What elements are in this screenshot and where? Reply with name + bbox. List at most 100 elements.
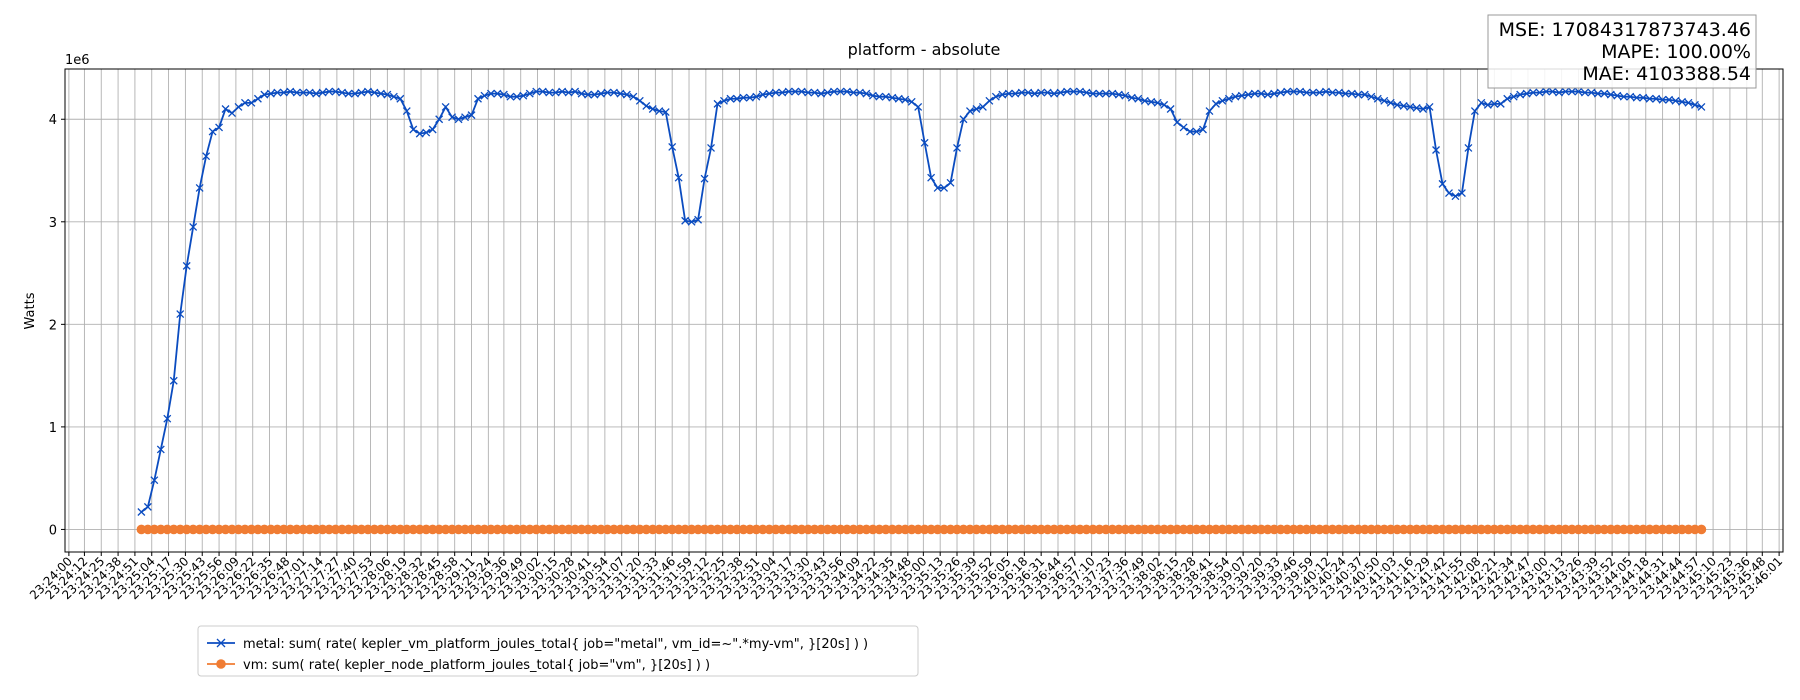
point-marker xyxy=(1360,90,1369,99)
point-marker xyxy=(927,173,936,182)
point-marker xyxy=(143,502,152,511)
point-marker xyxy=(415,129,424,138)
point-marker xyxy=(1082,88,1091,97)
point-marker xyxy=(1671,96,1680,105)
point-marker xyxy=(234,102,243,111)
point-marker xyxy=(804,88,813,97)
point-marker xyxy=(1147,97,1156,106)
point-marker xyxy=(448,113,457,122)
point-marker xyxy=(1580,88,1589,97)
point-marker xyxy=(1593,89,1602,98)
point-marker xyxy=(635,96,644,105)
point-marker xyxy=(817,89,826,98)
stat-text: MAPE: 100.00% xyxy=(1601,41,1751,63)
point-marker xyxy=(525,89,534,98)
point-marker xyxy=(823,88,832,97)
point-marker xyxy=(454,115,463,124)
point-marker xyxy=(752,92,761,101)
point-marker xyxy=(260,90,269,99)
point-marker xyxy=(797,87,806,96)
point-marker xyxy=(409,125,418,134)
point-marker xyxy=(1024,88,1033,97)
point-marker xyxy=(1166,105,1175,113)
point-marker xyxy=(603,88,612,97)
point-marker xyxy=(1030,89,1039,98)
point-marker xyxy=(629,92,638,101)
point-marker xyxy=(661,108,670,117)
point-marker xyxy=(1380,96,1389,105)
point-marker xyxy=(266,89,275,98)
point-marker xyxy=(1069,87,1078,96)
point-marker xyxy=(1088,89,1097,98)
point-marker xyxy=(331,87,340,96)
point-marker xyxy=(370,88,379,97)
point-marker xyxy=(221,105,230,113)
point-marker xyxy=(1037,88,1046,97)
point-marker xyxy=(1542,87,1551,96)
point-marker xyxy=(1218,96,1227,105)
point-marker xyxy=(486,89,495,98)
point-marker xyxy=(1678,97,1686,106)
point-marker xyxy=(1211,99,1220,108)
point-marker xyxy=(1179,123,1188,132)
point-marker xyxy=(1697,102,1706,111)
point-marker xyxy=(422,128,431,137)
point-marker xyxy=(435,115,444,124)
point-marker xyxy=(325,87,334,96)
y-tick-label: 0 xyxy=(49,523,57,538)
point-marker xyxy=(1652,94,1661,103)
point-marker xyxy=(739,93,748,102)
point-marker xyxy=(855,88,864,97)
point-marker xyxy=(1457,189,1466,198)
point-marker xyxy=(312,89,321,98)
point-marker xyxy=(1186,127,1195,136)
point-marker xyxy=(1406,102,1415,111)
point-marker xyxy=(1095,89,1104,98)
point-marker xyxy=(584,90,592,99)
point-marker xyxy=(978,102,987,111)
point-marker xyxy=(1445,189,1453,198)
point-marker xyxy=(363,87,372,96)
point-marker xyxy=(972,105,981,113)
point-marker xyxy=(1684,98,1693,107)
point-marker xyxy=(182,261,191,270)
point-marker xyxy=(959,115,968,124)
point-marker xyxy=(202,152,211,161)
point-marker xyxy=(240,98,249,107)
point-marker xyxy=(545,88,554,97)
point-marker xyxy=(1626,92,1635,101)
point-marker xyxy=(1296,87,1305,96)
point-marker xyxy=(1393,100,1402,109)
point-marker xyxy=(1367,92,1376,101)
point-marker xyxy=(292,88,301,97)
point-marker xyxy=(137,508,146,516)
point-marker xyxy=(875,92,884,101)
point-marker xyxy=(694,215,703,224)
point-marker xyxy=(726,94,735,103)
point-marker xyxy=(622,90,631,99)
point-marker xyxy=(1043,88,1052,97)
point-marker xyxy=(512,92,521,101)
point-marker xyxy=(655,107,664,116)
point-marker xyxy=(1696,524,1707,535)
point-marker xyxy=(758,90,767,99)
point-marker xyxy=(901,95,910,104)
point-marker xyxy=(318,88,327,97)
point-marker xyxy=(1691,100,1699,109)
point-marker xyxy=(1011,89,1020,98)
point-marker xyxy=(1056,88,1065,97)
point-marker xyxy=(1328,88,1337,97)
point-marker xyxy=(461,113,470,122)
point-marker xyxy=(338,88,347,97)
point-marker xyxy=(985,96,994,105)
point-marker xyxy=(1283,87,1292,96)
point-marker xyxy=(1237,91,1246,100)
point-marker xyxy=(1386,98,1395,107)
legend-label: vm: sum( rate( kepler_node_platform_joul… xyxy=(243,658,710,673)
point-marker xyxy=(732,94,741,103)
point-marker xyxy=(1205,107,1214,116)
point-marker xyxy=(1004,89,1013,98)
point-marker xyxy=(1250,89,1259,98)
y-tick-label: 3 xyxy=(49,216,57,231)
point-marker xyxy=(1134,94,1143,103)
